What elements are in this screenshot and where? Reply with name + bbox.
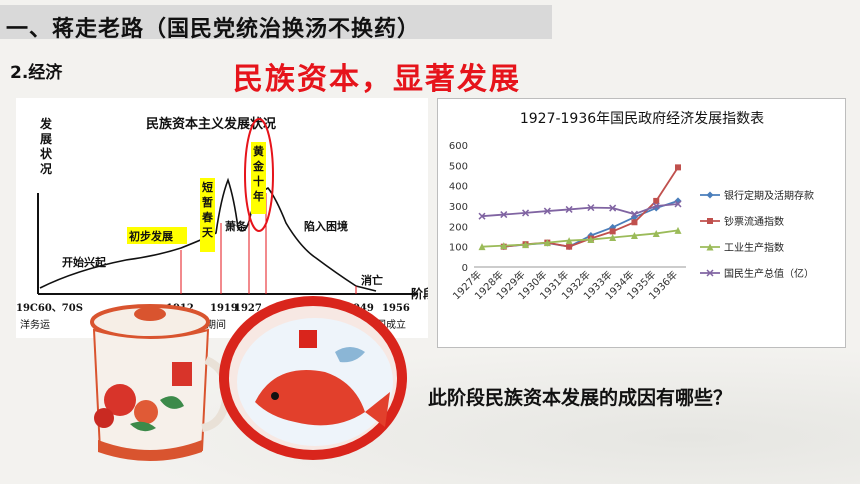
tick-1956: 1956 (382, 303, 410, 314)
data-point (543, 207, 551, 215)
data-point (675, 164, 681, 171)
discussion-question: 此阶段民族资本发展的成因有哪些？ (428, 387, 733, 409)
legend-label: 银行定期及活期存款 (724, 189, 814, 202)
data-point (706, 269, 714, 277)
tick-19c: 19C60、70S (16, 303, 83, 314)
data-point (652, 204, 660, 212)
mug-bottom-band (98, 440, 202, 461)
data-point (653, 197, 660, 204)
y-tick-label: 400 (449, 182, 468, 193)
phase-initial-highlight (127, 227, 187, 244)
y-tick-label: 500 (449, 161, 468, 172)
data-point (587, 236, 595, 244)
data-point (478, 243, 486, 251)
data-point (609, 228, 616, 235)
leaf-icon (160, 396, 184, 409)
phase-difficulty-label: 陷入困境 (304, 219, 348, 233)
leaf-icon (130, 421, 156, 432)
chart-axis-group: 01002003004005006001927年1928年1929年1930年1… (449, 141, 686, 302)
data-point (609, 234, 617, 242)
flower-icon (94, 408, 114, 428)
fish-icon (255, 370, 365, 426)
fish-tail-icon (365, 392, 390, 427)
development-curve (39, 177, 377, 292)
diagram-title: 民族资本主义发展状况 (146, 116, 276, 132)
diagram-ylabel: 发展状况 (39, 116, 53, 176)
y-tick-label: 200 (449, 222, 468, 233)
data-point (609, 204, 617, 212)
y-tick-label: 600 (449, 141, 468, 152)
data-point (522, 241, 530, 249)
double-happiness-icon (299, 330, 317, 348)
tick-1927: 1927 (234, 303, 262, 314)
wave-icon (335, 347, 365, 363)
national-capital-diagram: 民族资本主义发展状况 发展状况 阶段 开始兴起 初步发展 短暂春天 萧条 黄金十… (16, 98, 436, 338)
section-label: 2.经济 (10, 63, 63, 83)
y-tick-label: 300 (449, 202, 468, 213)
y-tick-label: 0 (462, 263, 468, 274)
enamel-bowl-illustration (219, 296, 407, 460)
flower-icon (104, 384, 136, 416)
data-point (543, 239, 551, 247)
phase-start-label: 开始兴起 (62, 255, 107, 269)
double-happiness-icon (172, 362, 192, 386)
y-tick-label: 100 (449, 243, 468, 254)
data-point (566, 243, 573, 250)
chart-lines-group (478, 164, 682, 251)
flower-icon (134, 400, 158, 424)
data-point (652, 229, 660, 237)
data-point (587, 204, 595, 212)
data-point (706, 243, 714, 251)
slide-heading: 民族资本，显著发展 (233, 62, 521, 97)
data-point (565, 205, 573, 213)
economic-index-chart-svg: 1927-1936年国民政府经济发展指数表 0 100 200 300 400 500 60… (449, 111, 814, 302)
phase-golden-label: 黄金十年 (252, 144, 265, 203)
golden-decade-circle (244, 118, 274, 232)
phase-demise-label: 消亡 (361, 273, 383, 287)
data-point (652, 202, 660, 210)
data-point (630, 210, 638, 218)
phase-golden-highlight (251, 142, 266, 214)
data-point (630, 231, 638, 239)
legend-label: 国民生产总值（亿） (724, 267, 814, 280)
data-point (674, 226, 682, 234)
series-line (481, 203, 679, 218)
note-left: 洋务运 (20, 318, 50, 331)
phase-brief-spring-label: 短暂春天 (202, 180, 214, 239)
legend-label: 工业生产指数 (724, 241, 784, 254)
data-point (478, 212, 486, 220)
legend-label: 钞票流通指数 (724, 215, 784, 228)
enamel-mug-illustration (90, 304, 230, 461)
page-title: 一、蒋走老路（国民党统治换汤不换药） (6, 16, 421, 42)
data-point (500, 242, 508, 250)
tick-1919: 1919 (210, 303, 238, 314)
data-point (522, 209, 530, 217)
economic-index-chart: 1927-1936年国民政府经济发展指数表 0 100 200 300 400 500 60… (437, 98, 846, 348)
mug-lid-knob (134, 307, 166, 321)
data-point (565, 237, 573, 245)
phase-initial-label: 初步发展 (129, 229, 174, 243)
chart-title: 1927-1936年国民政府经济发展指数表 (520, 111, 764, 127)
header-bar: 一、蒋走老路（国民党统治换汤不换药） (0, 5, 552, 42)
note-mid: 期间 (206, 318, 226, 331)
data-point (500, 211, 508, 219)
series-line (481, 229, 679, 248)
phase-depression-label: 萧条 (225, 219, 248, 233)
data-point (707, 218, 713, 224)
data-point (631, 219, 638, 226)
phase-brief-spring-highlight (200, 178, 215, 252)
data-point (674, 200, 682, 208)
fish-eye-icon (271, 392, 279, 400)
data-point (706, 191, 714, 199)
